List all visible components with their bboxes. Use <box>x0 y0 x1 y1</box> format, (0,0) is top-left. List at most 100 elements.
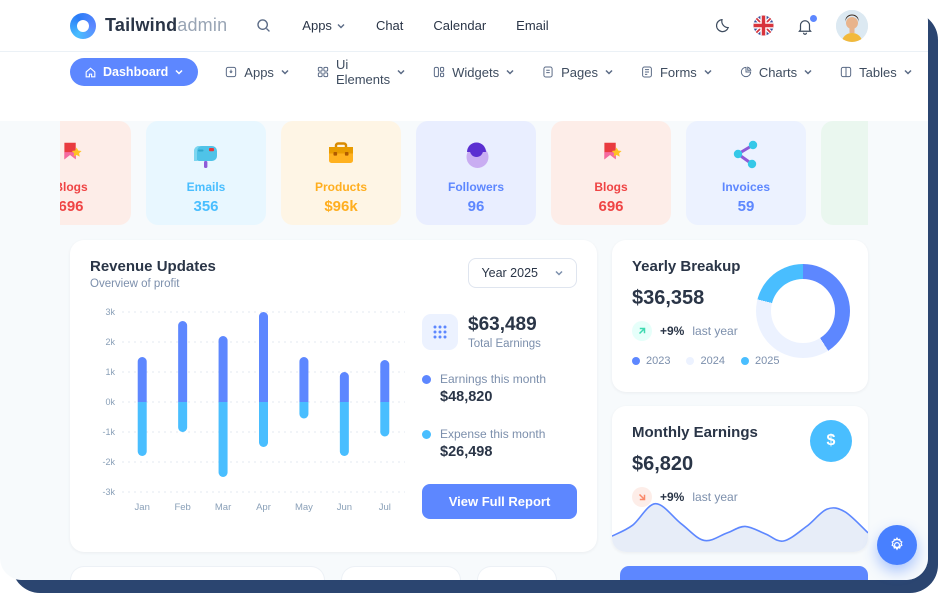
earnings-label: Earnings this month <box>440 372 547 386</box>
notification-badge-dot <box>810 14 817 22</box>
language-flag-icon[interactable] <box>753 15 774 36</box>
chevron-down-icon <box>175 69 183 75</box>
header-menu-calendar[interactable]: Calendar <box>433 18 486 33</box>
total-earnings-label: Total Earnings <box>468 338 541 350</box>
earnings-legend-item: Earnings this month $48,820 <box>422 372 577 405</box>
revenue-bar-chart: 3k 2k 1k 0k -1k -2k -3k Jan Feb Mar Apr May Jun Jul <box>102 307 405 513</box>
partial-card-2[interactable] <box>341 566 461 580</box>
earnings-dot <box>422 375 431 384</box>
header-menu-apps[interactable]: Apps <box>302 18 346 33</box>
stat-card-followers[interactable]: Followers 96 <box>416 121 536 225</box>
total-earnings-row: $63,489 Total Earnings <box>422 314 577 350</box>
partial-blue-button[interactable] <box>620 566 868 580</box>
stat-value: 696 <box>60 198 84 215</box>
header-menu-calendar-label: Calendar <box>433 18 487 33</box>
revenue-title: Revenue Updates <box>90 258 216 275</box>
expense-label: Expense this month <box>440 427 546 441</box>
yearly-delta-row: +9% last year <box>632 321 848 341</box>
settings-gear-button[interactable] <box>877 525 917 565</box>
nav-forms-label: Forms <box>659 64 697 80</box>
user-avatar[interactable] <box>836 9 868 42</box>
total-earnings-value: $63,489 <box>468 314 537 335</box>
right-column: Yearly Breakup $36,358 +9% last year 202… <box>612 240 868 552</box>
table-icon <box>840 66 852 78</box>
grid-icon <box>317 66 329 78</box>
search-icon[interactable] <box>255 17 272 34</box>
legend-2023-label: 2023 <box>646 355 671 367</box>
nav-ui-elements[interactable]: Ui Elements <box>316 57 406 87</box>
nav-apps-label: Apps <box>244 64 274 80</box>
chevron-down-icon <box>605 69 613 75</box>
nav-dashboard-label: Dashboard <box>103 65 169 79</box>
monthly-delta-pct: +9% <box>660 490 685 504</box>
svg-text:Jan: Jan <box>135 502 150 513</box>
chevron-down-icon <box>904 69 912 75</box>
stat-value: 96 <box>467 198 485 215</box>
bookmark-star-icon <box>594 136 628 174</box>
chevron-down-icon <box>506 69 514 75</box>
revenue-card-body: 3k 2k 1k 0k -1k -2k -3k Jan Feb Mar Apr May Jun Jul $… <box>90 298 577 519</box>
dollar-icon-button[interactable]: $ <box>810 420 852 462</box>
chevron-down-icon <box>397 69 405 75</box>
stat-card-emails[interactable]: Emails 356 <box>146 121 266 225</box>
stat-card-blogs-partial[interactable]: Blogs 696 <box>60 121 131 225</box>
year-select[interactable]: Year 2025 <box>468 258 577 288</box>
monthly-title: Monthly Earnings <box>632 424 758 441</box>
stat-value: $96k <box>324 198 358 215</box>
nav-charts[interactable]: Charts <box>739 65 813 80</box>
header-menu-apps-label: Apps <box>302 18 332 33</box>
nav-dashboard[interactable]: Dashboard <box>70 58 199 86</box>
stat-value: 356 <box>193 198 219 215</box>
partial-card-1[interactable] <box>70 566 325 580</box>
yearly-legend: 2023 2024 2025 <box>632 355 848 367</box>
expense-dot <box>422 430 431 439</box>
bottom-partial-row <box>70 566 868 580</box>
arrow-down-right-icon <box>632 487 652 507</box>
earnings-value: $48,820 <box>440 389 493 405</box>
stat-card-blogs[interactable]: Blogs 696 <box>551 121 671 225</box>
brand-light: admin <box>177 15 228 35</box>
svg-text:2k: 2k <box>105 337 115 347</box>
header-menu: Apps Chat Calendar Email <box>255 17 549 34</box>
header-menu-chat[interactable]: Chat <box>376 18 403 33</box>
yearly-breakup-card: Yearly Breakup $36,358 +9% last year 202… <box>612 240 868 392</box>
nav-apps[interactable]: Apps <box>224 65 290 80</box>
stat-card-green-partial[interactable] <box>821 121 868 225</box>
revenue-summary-panel: $63,489 Total Earnings Earnings this mon… <box>422 298 577 519</box>
main-nav: Dashboard Apps Ui Elements Widgets Pages <box>0 52 928 92</box>
yearly-delta-pct: +9% <box>660 324 685 338</box>
form-icon <box>642 66 652 78</box>
stat-label: Invoices <box>721 180 771 194</box>
svg-text:0k: 0k <box>105 397 115 407</box>
grid-dots-icon <box>422 314 458 350</box>
arrow-up-left-icon <box>632 321 652 341</box>
yearly-value: $36,358 <box>632 287 705 309</box>
stat-label: Blogs <box>594 180 628 194</box>
box-icon <box>226 66 237 78</box>
notifications-bell-icon[interactable] <box>796 14 817 35</box>
stat-card-invoices[interactable]: Invoices 59 <box>686 121 806 225</box>
stat-card-products[interactable]: Products $96k <box>281 121 401 225</box>
chevron-down-icon <box>337 23 345 28</box>
nav-charts-label: Charts <box>758 64 798 80</box>
brand-bold: Tailwind <box>105 15 178 35</box>
legend-2025-label: 2025 <box>754 355 780 367</box>
nav-forms[interactable]: Forms <box>640 65 713 80</box>
view-full-report-button[interactable]: View Full Report <box>422 484 577 519</box>
nav-widgets[interactable]: Widgets <box>432 65 515 80</box>
stat-label: Products <box>314 180 367 194</box>
page-icon <box>543 66 553 78</box>
widgets-icon <box>433 66 445 78</box>
nav-pages[interactable]: Pages <box>541 65 614 80</box>
partial-card-3[interactable] <box>477 566 557 580</box>
nav-pages-label: Pages <box>561 64 598 80</box>
legend-dot-2025 <box>740 357 749 365</box>
brand-logo[interactable]: Tailwindadmin <box>70 12 228 39</box>
chevron-down-icon <box>804 69 812 75</box>
legend-2024: 2024 <box>686 355 725 367</box>
year-select-value: Year 2025 <box>481 266 538 280</box>
svg-text:-3k: -3k <box>102 487 115 497</box>
header-menu-email[interactable]: Email <box>516 18 549 33</box>
dark-mode-moon-icon[interactable] <box>713 17 731 35</box>
nav-tables[interactable]: Tables <box>839 65 913 80</box>
